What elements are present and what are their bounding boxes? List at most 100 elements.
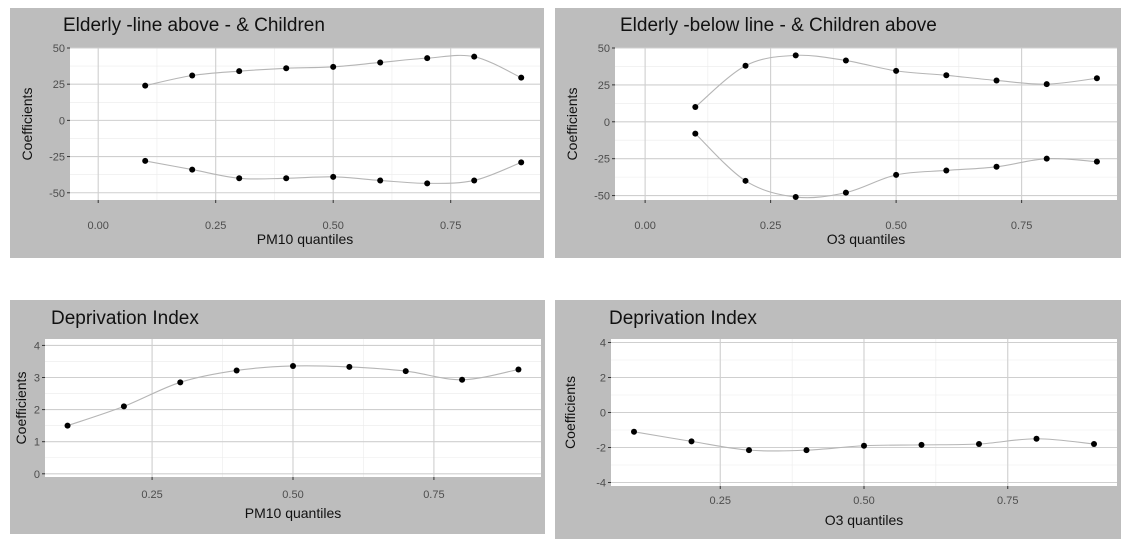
data-point [330, 173, 337, 180]
data-point [189, 166, 196, 173]
data-point [1043, 155, 1050, 162]
data-point [1093, 75, 1100, 82]
chart-panel-2: Elderly -below line - & Children above 5… [555, 8, 1121, 258]
x-tick-label: 0.75 [423, 489, 444, 501]
y-tick-label: -2 [596, 443, 606, 455]
x-tick-label: 0.25 [710, 495, 731, 507]
y-tick-label: 50 [53, 43, 65, 55]
chart-panel-1: Elderly -line above - & Children 50 25 0 -2… [10, 8, 544, 258]
x-axis-title: PM10 quantiles [257, 231, 354, 247]
data-point [236, 68, 243, 75]
data-point [424, 180, 431, 187]
y-tick-label: 1 [34, 437, 40, 449]
x-axis-title: PM10 quantiles [245, 505, 342, 521]
data-point [142, 82, 149, 89]
chart-plot: 4 2 0 -2 -4 0.25 0.50 0.75 O3 quantiles Coefficie… [562, 338, 1117, 528]
data-point [64, 422, 71, 429]
x-tick-label: 0.00 [87, 220, 108, 232]
y-tick-label: 2 [34, 405, 40, 417]
data-point [893, 67, 900, 74]
data-point [377, 59, 384, 66]
data-point [976, 441, 982, 447]
x-axis-title: O3 quantiles [827, 231, 906, 247]
y-axis-title: Coefficients [13, 372, 29, 445]
chart-title: Elderly -line above - & Children [63, 15, 325, 36]
y-tick-label: 2 [600, 373, 606, 385]
data-point [918, 441, 925, 448]
data-point [993, 163, 1000, 170]
y-tick-label: 0 [600, 408, 606, 420]
y-tick-label: -4 [596, 478, 606, 490]
y-tick-label: -25 [49, 152, 65, 164]
x-tick-label: 0.25 [760, 220, 781, 232]
data-point [233, 367, 240, 374]
data-point [943, 72, 950, 79]
chart-plot: 4 3 2 1 0 0.25 0.50 0.75 PM10 quantiles Coefficie… [13, 339, 541, 521]
x-axis-title: O3 quantiles [825, 512, 904, 528]
x-tick-label: 0.50 [322, 220, 343, 232]
y-tick-label: 0 [59, 115, 65, 127]
data-point [283, 65, 290, 72]
x-tick-label: 0.25 [141, 489, 162, 501]
data-point [424, 55, 431, 62]
x-tick-label: 0.50 [885, 220, 906, 232]
y-tick-label: 25 [53, 79, 65, 91]
data-point [893, 171, 900, 178]
data-point [792, 194, 799, 201]
data-point [746, 447, 752, 454]
data-point [471, 177, 478, 184]
data-point [142, 157, 149, 164]
x-tick-label: 0.00 [634, 220, 655, 232]
x-tick-label: 0.75 [997, 495, 1018, 507]
data-point [518, 159, 525, 166]
y-axis-title: Coefficients [564, 88, 580, 161]
data-point [346, 363, 353, 370]
data-point [861, 442, 867, 449]
data-point [471, 53, 478, 60]
data-point [402, 368, 409, 375]
y-tick-label: 3 [34, 373, 40, 385]
data-point [377, 177, 384, 184]
data-point [692, 130, 699, 137]
data-point [692, 104, 699, 111]
data-point [688, 438, 695, 445]
y-tick-label: 4 [600, 338, 606, 350]
data-point [236, 175, 243, 182]
data-point [792, 52, 799, 59]
data-point [1093, 158, 1100, 165]
y-tick-label: -50 [594, 191, 610, 203]
data-point [1033, 435, 1040, 442]
chart-plot: 50 25 0 -25 -50 0.00 0.25 0.50 0.75 O3 quantiles C… [564, 43, 1117, 247]
chart-panel-4: Deprivation Index 4 2 0 -2 -4 0.25 0.50 0.75 O3 … [555, 300, 1121, 539]
data-point [120, 403, 127, 410]
data-point [189, 72, 196, 79]
chart-panel-3: Deprivation Index 4 3 2 1 0 0.25 0.50 0.75 PM10 … [10, 300, 545, 534]
data-point [518, 74, 525, 81]
data-point [803, 447, 810, 454]
y-tick-label: -50 [49, 188, 65, 200]
chart-title: Elderly -below line - & Children above [620, 15, 937, 36]
data-point [177, 379, 184, 386]
y-axis-title: Coefficients [562, 376, 578, 449]
chart-title: Deprivation Index [51, 308, 199, 329]
y-tick-label: 4 [34, 340, 40, 352]
y-tick-label: -25 [594, 154, 610, 166]
data-point [993, 77, 1000, 84]
data-point [631, 428, 637, 435]
x-tick-label: 0.25 [205, 220, 226, 232]
y-tick-label: 0 [34, 469, 40, 481]
data-point [842, 189, 849, 196]
data-point [283, 175, 290, 182]
data-point [1043, 81, 1050, 88]
x-tick-label: 0.50 [853, 495, 874, 507]
data-point [515, 366, 522, 373]
y-tick-label: 50 [598, 43, 610, 55]
data-point [943, 167, 950, 174]
data-point [742, 177, 749, 184]
x-tick-label: 0.75 [440, 220, 461, 232]
x-tick-label: 0.75 [1011, 220, 1032, 232]
y-tick-label: 25 [598, 80, 610, 92]
data-point [290, 362, 296, 369]
x-tick-label: 0.50 [282, 489, 303, 501]
plot-area [615, 48, 1117, 200]
